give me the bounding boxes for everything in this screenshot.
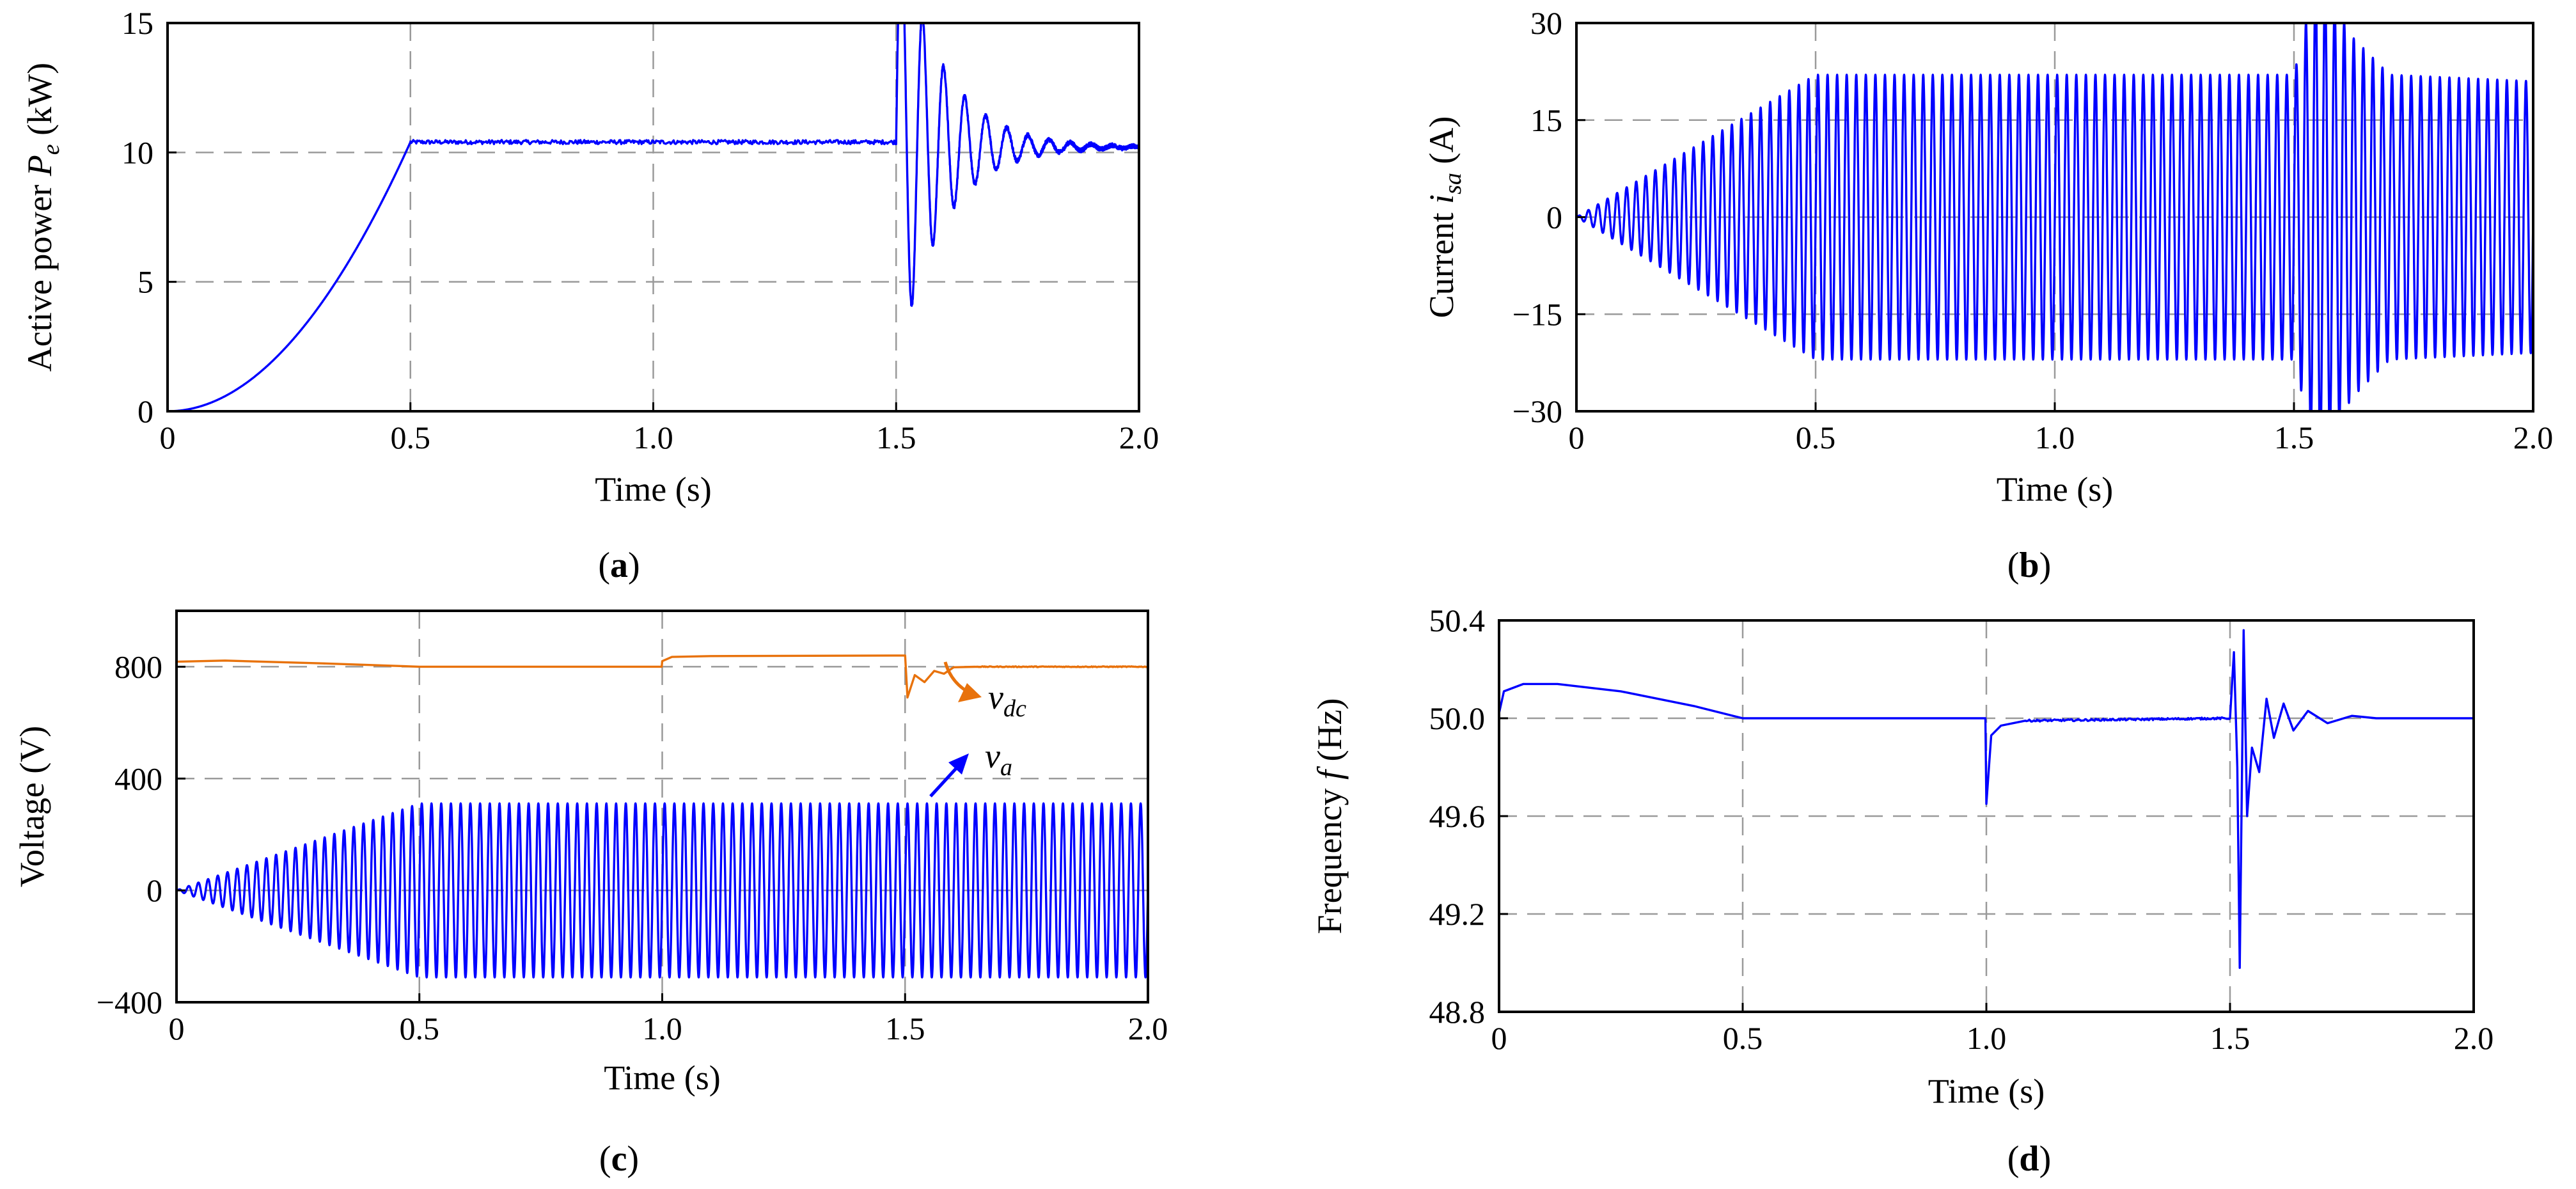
vdc-annotation-label: vdc (988, 678, 1026, 722)
y-tick-label: 800 (114, 649, 162, 684)
y-axis-label: Current isa (A) (1422, 116, 1466, 319)
x-tick-label: 1.0 (633, 420, 673, 455)
y-tick-label: 15 (122, 5, 153, 41)
y-tick-label: −15 (1512, 296, 1562, 332)
x-tick-label: 0.5 (1723, 1020, 1763, 1056)
x-tick-label: 1.0 (1967, 1020, 2007, 1056)
series-f-line (1499, 629, 2474, 969)
y-tick-label: 0 (1546, 200, 1562, 235)
y-tick-label: −400 (97, 984, 162, 1020)
series-v-a-line (177, 802, 1148, 979)
y-tick-label: 49.6 (1429, 798, 1486, 834)
x-tick-label: 2.0 (2513, 420, 2554, 455)
y-tick-label: −30 (1512, 393, 1562, 429)
panel-b: 0 0.5 1.0 1.5 2.0 −30 −15 0 15 30 Time (s) Current … (1422, 5, 2554, 585)
y-tick-label: 0 (137, 393, 153, 429)
caption-c: (c) (599, 1139, 639, 1179)
x-tick-label: 2.0 (2454, 1020, 2494, 1056)
x-tick-label: 1.0 (642, 1011, 682, 1046)
x-tick-label: 0.5 (1796, 420, 1836, 455)
panel-a: 0 0.5 1.0 1.5 2.0 0 5 10 15 Time (s) Active power … (20, 5, 1159, 585)
x-tick-label: 0 (169, 1011, 185, 1046)
grid-a (168, 23, 1139, 411)
y-tick-label: 0 (146, 872, 162, 908)
x-tick-label: 1.5 (2274, 420, 2314, 455)
y-axis-label: Frequency f (Hz) (1310, 698, 1349, 934)
x-axis-label: Time (s) (1928, 1072, 2045, 1110)
caption-d: (d) (2007, 1139, 2051, 1179)
series-P-e-line (168, 23, 1139, 411)
grid-d (1499, 620, 2474, 1012)
y-tick-label: 48.8 (1429, 994, 1486, 1030)
y-tick-label: 50.0 (1429, 700, 1486, 736)
series-v-dc-line (177, 654, 1148, 699)
vdc-annotation-arrow (943, 661, 982, 702)
x-axis-label: Time (s) (595, 470, 712, 508)
va-annotation-label: va (985, 737, 1012, 781)
caption-a: (a) (598, 546, 640, 585)
y-axis-label: Voltage (V) (13, 726, 51, 887)
x-tick-label: 1.0 (2035, 420, 2075, 455)
y-tick-label: 50.4 (1429, 602, 1486, 638)
y-tick-label: 400 (114, 760, 162, 796)
x-tick-label: 0 (1491, 1020, 1507, 1056)
x-axis-label: Time (s) (1997, 470, 2114, 508)
x-tick-label: 1.5 (876, 420, 916, 455)
y-axis-label: Active power Pe (kW) (20, 63, 65, 372)
y-tick-label: 30 (1530, 5, 1562, 41)
x-tick-label: 1.5 (885, 1011, 925, 1046)
x-tick-label: 2.0 (1128, 1011, 1168, 1046)
y-tick-label: 5 (137, 264, 153, 300)
x-tick-label: 2.0 (1119, 420, 1159, 455)
x-tick-label: 0 (160, 420, 176, 455)
y-tick-label: 49.2 (1429, 896, 1486, 932)
caption-b: (b) (2007, 546, 2051, 585)
series-i-sa-line (1576, 23, 2533, 411)
y-tick-label: 10 (122, 134, 153, 170)
va-annotation-arrow (929, 753, 969, 798)
x-tick-label: 1.5 (2210, 1020, 2250, 1056)
y-tick-label: 15 (1530, 102, 1562, 138)
panel-d: 0 0.5 1.0 1.5 2.0 48.8 49.2 49.6 50.0 50.4 Time (s… (1310, 602, 2494, 1179)
x-axis-label: Time (s) (604, 1059, 721, 1097)
x-tick-label: 0.5 (400, 1011, 440, 1046)
x-tick-label: 0 (1569, 420, 1585, 455)
x-tick-label: 0.5 (391, 420, 431, 455)
